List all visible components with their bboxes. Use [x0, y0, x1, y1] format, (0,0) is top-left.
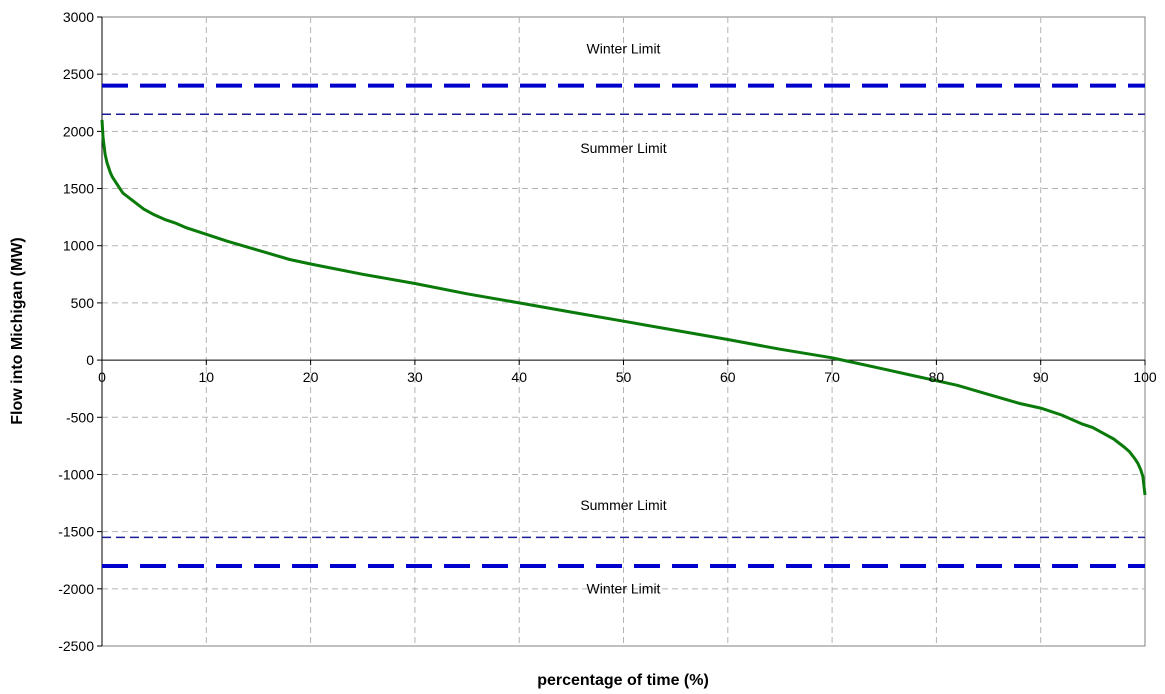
limit-annotation: Summer Limit	[580, 497, 666, 513]
y-tick-label: 1000	[63, 238, 94, 254]
y-tick-label: -500	[66, 409, 94, 425]
x-tick-label: 100	[1133, 369, 1157, 385]
y-tick-label: 500	[71, 295, 95, 311]
y-tick-label: 0	[86, 352, 94, 368]
x-tick-label: 70	[824, 369, 840, 385]
y-tick-label: -1500	[58, 524, 94, 540]
y-axis-title: Flow into Michigan (MW)	[9, 237, 26, 425]
limit-annotation: Summer Limit	[580, 140, 666, 156]
x-tick-label: 40	[511, 369, 527, 385]
x-axis-title: percentage of time (%)	[537, 672, 709, 689]
tick-labels: 0 10 20 30 40 50 60 70 80 90 100 3000 2500 2000 1500 10…	[58, 9, 1157, 654]
x-tick-label: 90	[1033, 369, 1049, 385]
annotations: Winter Limit Summer Limit Summer Limit Wint…	[580, 41, 666, 597]
y-tick-label: 3000	[63, 9, 94, 25]
y-tick-label: -2500	[58, 638, 94, 654]
grid-layer	[97, 16, 1146, 647]
y-tick-label: -2000	[58, 581, 94, 597]
y-tick-label: 1500	[63, 181, 94, 197]
series-line	[100, 119, 1147, 496]
series-layer	[100, 119, 1147, 496]
limit-annotation: Winter Limit	[587, 580, 661, 596]
x-tick-label: 0	[98, 369, 106, 385]
limit-annotation: Winter Limit	[587, 41, 661, 57]
x-tick-label: 60	[720, 369, 736, 385]
y-tick-label: 2500	[63, 66, 94, 82]
x-tick-label: 50	[616, 369, 632, 385]
x-tick-label: 20	[303, 369, 319, 385]
x-tick-label: 80	[929, 369, 945, 385]
x-tick-label: 10	[199, 369, 215, 385]
reference-lines	[102, 83, 1145, 568]
y-tick-label: 2000	[63, 123, 94, 139]
x-tick-label: 30	[407, 369, 423, 385]
y-tick-label: -1000	[58, 466, 94, 482]
